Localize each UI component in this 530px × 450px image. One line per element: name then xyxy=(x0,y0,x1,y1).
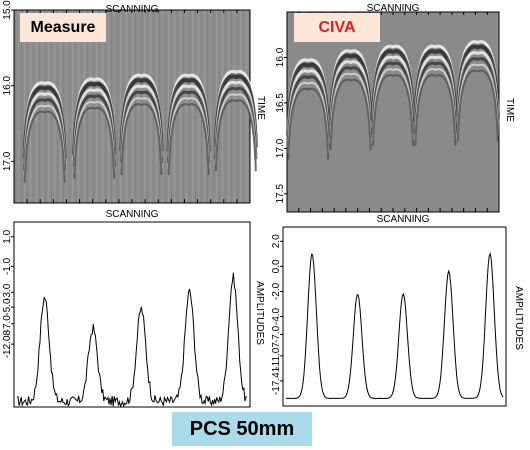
measure-ascan-line xyxy=(16,272,248,409)
civa-label: CIVA xyxy=(294,13,380,42)
civa-bscan-bottom-axis: SCANNING xyxy=(377,214,430,225)
measure-ascan-plot-area xyxy=(13,221,251,408)
civa-bscan-plot-area xyxy=(286,11,500,213)
civa-ascan-right-axis: AMPLITUDES xyxy=(513,286,524,350)
civa-ascan-panel: 2.0 0.0 -2.0 -4.0-7.0-11.07-17.41 AMPLITUDE… xyxy=(271,226,524,407)
bscan-arc-1 xyxy=(22,81,67,183)
civa-bscan-top-axis: SCANNING xyxy=(367,3,420,14)
measure-ascan-panel: 1.0 -1.0 -3.0-5.0-7.0-12.08 AMPLITUDES xyxy=(2,221,265,409)
y-tick-label: -11.07 xyxy=(271,342,282,370)
y-tick-label: 16.0 xyxy=(2,76,13,96)
civa-bscan-panel: SCANNING SCANNING TIME 16.0 16.5 17.0 17.5 xyxy=(275,3,515,225)
measure-ascan-right-axis: AMPLITUDES xyxy=(254,281,265,345)
y-tick-label: -17.41 xyxy=(271,366,282,395)
bscan-arc-2 xyxy=(328,49,373,151)
bscan-arc-band xyxy=(167,103,210,175)
y-tick-label: -3.0 xyxy=(2,283,13,301)
y-tick-label: 17.0 xyxy=(275,138,286,158)
y-tick-label: 2.0 xyxy=(271,234,282,248)
measure-bscan-right-axis: TIME xyxy=(255,96,266,120)
bscan-arc-band xyxy=(73,106,116,179)
bscan-arc-1 xyxy=(286,58,331,160)
bscan-arc-band xyxy=(120,103,163,175)
measure-bscan-yticks: 15.0 16.0 17.0 xyxy=(2,0,14,171)
civa-bscan-arcs xyxy=(286,40,500,160)
bscan-arc-band xyxy=(414,74,457,146)
y-tick-label: -4.0 xyxy=(271,307,282,325)
y-tick-label: -2.0 xyxy=(271,282,282,300)
bscan-arc-band xyxy=(287,87,330,160)
measure-bscan-xticks xyxy=(26,10,238,203)
y-tick-label: 17.5 xyxy=(275,184,286,204)
bscan-arc-5 xyxy=(213,69,258,172)
bscan-arc-4 xyxy=(413,44,458,146)
bscan-arc-band xyxy=(372,74,414,146)
bscan-arc-2 xyxy=(72,77,117,179)
y-tick-label: -1.0 xyxy=(2,257,13,275)
bscan-arc-5 xyxy=(455,40,500,142)
civa-bscan-right-axis: TIME xyxy=(504,98,515,122)
y-tick-label: 16.5 xyxy=(275,93,286,113)
measure-ascan-yticks: 1.0 -1.0 -3.0-5.0-7.0-12.08 xyxy=(2,229,14,358)
y-tick-label: -12.08 xyxy=(2,329,13,358)
bscan-arc-band xyxy=(23,110,66,183)
civa-bscan-yticks: 16.0 16.5 17.0 17.5 xyxy=(275,47,287,204)
bscan-arc-4 xyxy=(166,73,211,175)
y-tick-label: -5.0 xyxy=(2,298,13,316)
bscan-arc-band xyxy=(456,69,499,142)
y-tick-label: -7.0 xyxy=(2,315,13,333)
bscan-arc-3 xyxy=(119,73,164,175)
y-tick-label: 0.0 xyxy=(271,259,282,273)
y-tick-label: 15.0 xyxy=(2,0,13,20)
measure-bscan-panel: SCANNING SCANNING TIME 15.0 16.0 17.0 xyxy=(2,0,266,220)
bscan-arc-band xyxy=(329,78,372,151)
y-tick-label: -7.0 xyxy=(271,325,282,343)
y-tick-label: 17.0 xyxy=(2,151,13,171)
bscan-arc-band xyxy=(214,99,257,172)
measure-label: Measure xyxy=(20,13,106,42)
measure-bscan-arcs xyxy=(22,69,258,183)
bscan-arc-3 xyxy=(371,44,415,146)
measure-bscan-top-axis: SCANNING xyxy=(106,4,159,15)
y-tick-label: 16.0 xyxy=(275,47,286,67)
measure-bscan-bottom-axis: SCANNING xyxy=(106,209,159,220)
civa-ascan-line xyxy=(285,252,504,400)
civa-ascan-yticks: 2.0 0.0 -2.0 -4.0-7.0-11.07-17.41 xyxy=(271,234,283,395)
y-tick-label: 1.0 xyxy=(2,229,13,243)
figure-caption: PCS 50mm xyxy=(172,412,312,446)
